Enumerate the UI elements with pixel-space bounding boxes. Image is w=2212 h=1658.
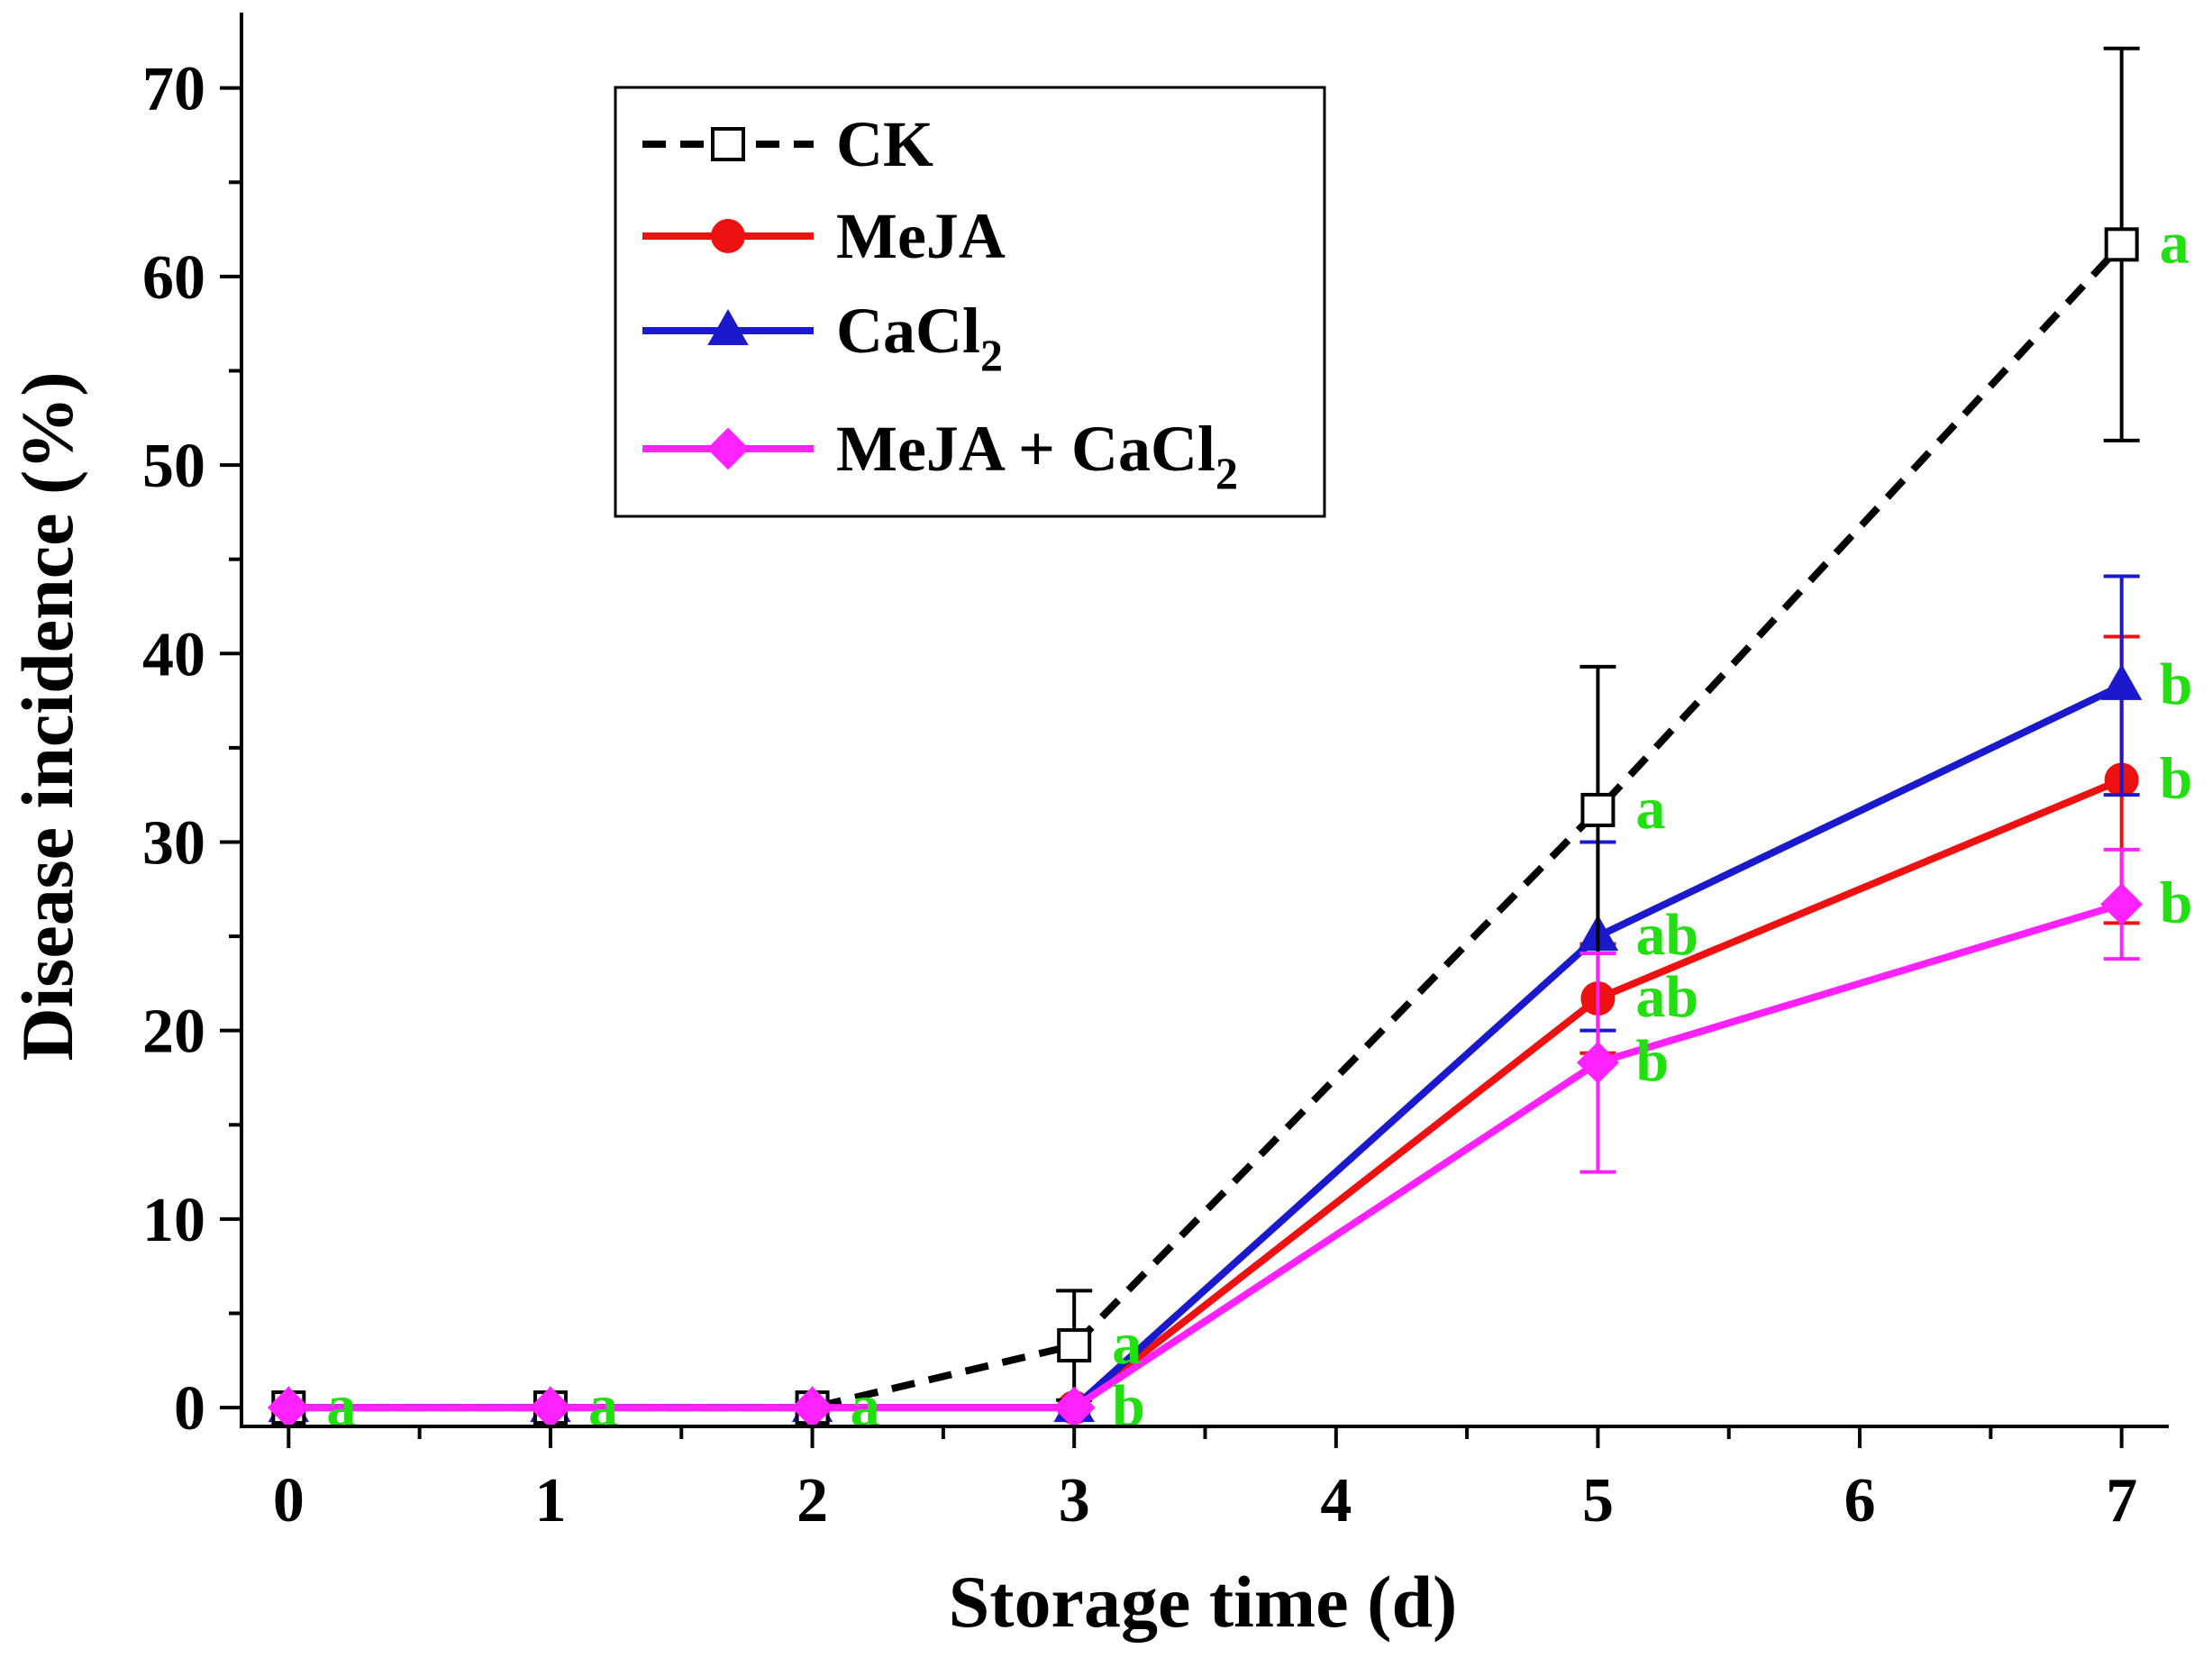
- legend-item: CaCl2: [642, 295, 1003, 380]
- legend-marker: [711, 219, 745, 253]
- data-point: [1580, 792, 1616, 827]
- legend-label: MeJA: [836, 200, 1006, 272]
- legend-label: CK: [836, 108, 933, 180]
- legend-marker: [711, 127, 745, 161]
- significance-letter: a: [851, 1373, 880, 1439]
- series-line: [288, 682, 2124, 1412]
- x-tick-label: 2: [797, 1466, 828, 1535]
- significance-letter: a: [588, 1373, 618, 1439]
- y-tick-label: 50: [142, 432, 205, 501]
- significance-letter: b: [1112, 1373, 1145, 1439]
- significance-letter: a: [326, 1373, 356, 1439]
- legend-item: CK: [642, 108, 933, 180]
- y-tick-label: 70: [142, 55, 205, 124]
- significance-letter: a: [1112, 1311, 1142, 1377]
- x-tick-label: 3: [1059, 1466, 1090, 1535]
- plot-frame-left-bottom: [240, 13, 2169, 1428]
- y-axis-title: Disease incidence (%): [6, 371, 88, 1061]
- legend: CK MeJA CaCl2 MeJA + CaCl2: [614, 86, 1326, 518]
- legend-label: CaCl2: [836, 295, 1003, 380]
- x-axis-title: Storage time (d): [949, 1561, 1458, 1643]
- data-point: [2100, 663, 2143, 700]
- y-tick-label: 20: [142, 998, 205, 1067]
- x-tick-label: 7: [2106, 1466, 2137, 1535]
- x-tick-label: 6: [1844, 1466, 1876, 1535]
- significance-letter: b: [1635, 1028, 1669, 1094]
- legend-marker: [707, 308, 749, 345]
- series-line: [288, 241, 2125, 1412]
- axes: [240, 13, 2169, 1428]
- series-meja-cacl2: [267, 847, 2144, 1429]
- series-line: [288, 776, 2124, 1412]
- y-tick-label: 60: [142, 243, 205, 313]
- legend-item: MeJA: [642, 200, 1006, 272]
- series-meja: [271, 634, 2140, 1426]
- significance-letter: ab: [1635, 902, 1698, 968]
- data-point: [1577, 1041, 1619, 1084]
- legend-marker: [706, 427, 750, 470]
- significance-letter: b: [2160, 870, 2193, 936]
- legend-items: CK MeJA CaCl2 MeJA + CaCl2: [642, 108, 1238, 498]
- x-tick-label: 5: [1582, 1466, 1614, 1535]
- y-tick-label: 30: [142, 808, 205, 878]
- data-point: [2100, 883, 2144, 925]
- series-layer: [267, 46, 2144, 1429]
- x-tick-label: 4: [1320, 1466, 1352, 1535]
- data-point: [1057, 1328, 1092, 1363]
- significance-letter: ab: [1635, 964, 1698, 1030]
- y-tick-label: 40: [142, 620, 205, 689]
- x-tick-label: 0: [273, 1466, 305, 1535]
- legend-label-subscript: 2: [980, 330, 1003, 380]
- series-line: [288, 900, 2123, 1412]
- data-point: [2104, 227, 2139, 262]
- significance-letter: a: [2160, 210, 2189, 276]
- x-tick-label: 1: [534, 1466, 566, 1535]
- series-cacl2: [268, 574, 2143, 1423]
- legend-label-subscript: 2: [1215, 448, 1238, 498]
- y-tick-label: 0: [174, 1374, 205, 1444]
- significance-letter: b: [2160, 651, 2193, 717]
- significance-letter: b: [2160, 745, 2193, 811]
- legend-item: MeJA + CaCl2: [642, 413, 1238, 498]
- legend-label: MeJA + CaCl2: [836, 413, 1238, 498]
- y-tick-label: 10: [142, 1186, 205, 1255]
- significance-letter: a: [1635, 776, 1665, 842]
